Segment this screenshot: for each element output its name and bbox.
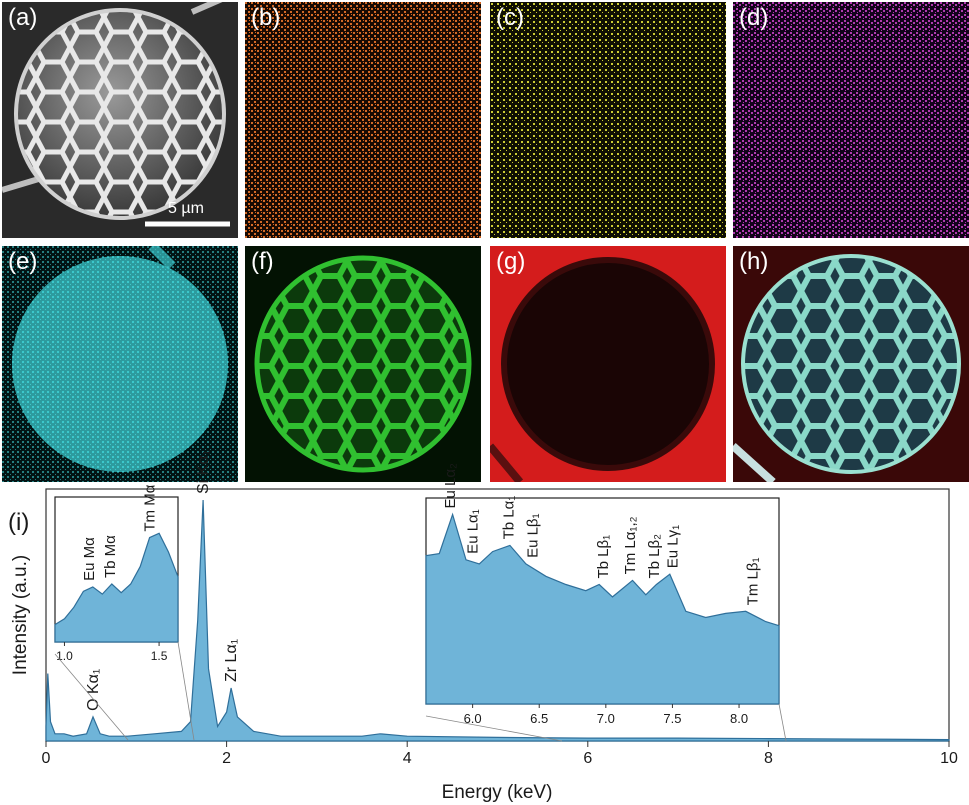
x-tick-label: 6 bbox=[583, 750, 592, 767]
panel-label: (e) bbox=[8, 248, 38, 275]
inset-frame-left bbox=[54, 496, 179, 643]
x-tick-label: 2 bbox=[222, 750, 231, 767]
zoom-guide bbox=[54, 653, 129, 741]
x-tick-label: 8 bbox=[764, 750, 773, 767]
element-map bbox=[490, 2, 726, 238]
x-axis-label: Energy (keV) bbox=[442, 782, 553, 803]
panel-label: (g) bbox=[496, 248, 526, 275]
peak-label: Tb Lβ₁ bbox=[595, 535, 612, 579]
x-tick-label: 1.0 bbox=[56, 649, 73, 663]
spectrum-area bbox=[425, 512, 780, 705]
panel-c-map: (c) bbox=[490, 2, 726, 238]
x-tick-label: 0 bbox=[42, 750, 51, 767]
spectrum-area bbox=[54, 532, 179, 643]
x-tick-label: 10 bbox=[940, 750, 958, 767]
inset-frame-right bbox=[425, 497, 780, 705]
panel-label: (c) bbox=[496, 4, 524, 31]
x-tick-label: 1.5 bbox=[151, 649, 168, 663]
peak-label: O Kα₁ bbox=[85, 669, 102, 711]
zoom-guide bbox=[425, 715, 563, 742]
peak-label: Eu Lβ₁ bbox=[525, 513, 542, 558]
element-map bbox=[245, 2, 481, 238]
element-map bbox=[254, 255, 472, 473]
zoom-guide bbox=[177, 641, 195, 741]
panel-d-map: (d) bbox=[733, 2, 969, 238]
x-tick-label: 6.0 bbox=[464, 711, 482, 726]
overlay-graphic bbox=[733, 254, 961, 482]
element-map bbox=[733, 2, 969, 238]
x-tick-label: 7.5 bbox=[663, 711, 681, 726]
peak-label: Eu Lγ₁ bbox=[664, 525, 681, 568]
panel-label: (b) bbox=[251, 4, 281, 31]
x-tick-label: 7.0 bbox=[597, 711, 615, 726]
peak-label: Tm Mα bbox=[142, 484, 159, 531]
peak-label: Tb Lα₁ bbox=[501, 496, 518, 540]
panel-label: (f) bbox=[251, 248, 274, 275]
panel-f-map: (f) bbox=[245, 246, 481, 482]
element-map bbox=[490, 257, 715, 482]
element-map bbox=[2, 246, 238, 482]
x-tick-label: 8.0 bbox=[730, 711, 748, 726]
x-tick-label: 4 bbox=[403, 750, 412, 767]
panel-label-i: (i) bbox=[8, 509, 29, 536]
panel-label: (d) bbox=[739, 4, 769, 31]
peak-label: Tb Mα bbox=[102, 535, 119, 578]
peak-label: Tm Lβ₁ bbox=[744, 557, 761, 605]
panel-label: (a) bbox=[8, 4, 38, 31]
panel-label: (h) bbox=[739, 248, 769, 275]
spectrum-area bbox=[45, 499, 950, 742]
peak-label: Eu Lα₁ bbox=[465, 509, 482, 554]
scale-bar-label: 5 µm bbox=[168, 200, 204, 217]
x-tick-label: 6.5 bbox=[530, 711, 548, 726]
peak-label: Eu Mα bbox=[81, 537, 98, 581]
zoom-guide bbox=[778, 703, 787, 742]
sem-ball-graphic bbox=[2, 2, 230, 227]
peak-label: Zr Lα₁ bbox=[223, 639, 240, 682]
peak-label: Tm Lα₁,₂ bbox=[622, 516, 639, 574]
panel-a-sem: (a) 5 µm bbox=[2, 2, 238, 238]
y-axis-label: Intensity (a.u.) bbox=[10, 555, 31, 675]
peak-label: Tb Lβ₂ bbox=[646, 534, 663, 579]
panel-b-map: (b) bbox=[245, 2, 481, 238]
plot-frame bbox=[45, 488, 950, 742]
panel-e-map: (e) bbox=[2, 246, 238, 482]
panel-g-map: (g) bbox=[490, 246, 726, 482]
panel-h-overlay: (h) bbox=[733, 246, 969, 482]
